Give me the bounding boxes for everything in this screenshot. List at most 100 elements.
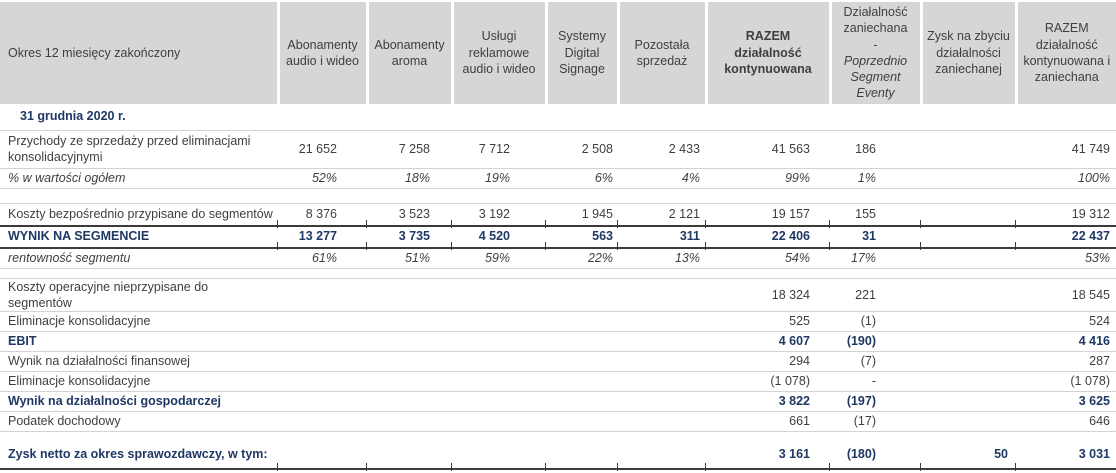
rule-tick — [1015, 220, 1016, 228]
rule-tick — [617, 463, 618, 471]
row-label — [0, 268, 278, 279]
value-cell: 100% — [1016, 168, 1116, 189]
value-cell: 221 — [830, 278, 921, 312]
value-cell — [546, 391, 618, 412]
column-header: RAZEM działalność kontynuowana — [704, 0, 830, 104]
row-label — [0, 188, 278, 204]
table-row — [0, 268, 1116, 279]
value-cell — [278, 103, 367, 131]
value-cell — [367, 391, 452, 412]
value-cell: 155 — [830, 203, 921, 227]
table-row: Zysk netto za okres sprawozdawczy, w tym… — [0, 440, 1116, 470]
rule-tick — [366, 463, 367, 471]
value-cell: (197) — [830, 391, 921, 412]
rule-tick — [451, 463, 452, 471]
value-cell — [706, 188, 830, 204]
value-cell: 646 — [1016, 411, 1116, 432]
rule-tick — [545, 463, 546, 471]
value-cell — [452, 331, 546, 352]
value-cell — [546, 331, 618, 352]
value-cell: 7 258 — [367, 130, 452, 169]
value-cell — [921, 268, 1016, 279]
value-cell — [546, 278, 618, 312]
value-cell — [1016, 268, 1116, 279]
value-cell: 186 — [830, 130, 921, 169]
rule-tick — [366, 242, 367, 250]
value-cell — [921, 188, 1016, 204]
value-cell: 17% — [830, 247, 921, 269]
value-cell — [618, 391, 706, 412]
value-cell — [367, 278, 452, 312]
rule-tick — [920, 463, 921, 471]
row-label: Przychody ze sprzedaży przed eliminacjam… — [0, 130, 278, 169]
table-row: EBIT 4 607 (190) 4 416 — [0, 331, 1116, 352]
value-cell — [452, 469, 546, 473]
table-row: rentowność segmentu 61% 51% 59% 22% 13% 54% 17%… — [0, 247, 1116, 269]
value-cell: 22 406 — [706, 225, 830, 249]
rule-tick — [1015, 463, 1016, 471]
value-cell: 2 433 — [618, 130, 706, 169]
value-cell — [367, 331, 452, 352]
table-row: Wynik na działalności gospodarczej 3 822(… — [0, 391, 1116, 412]
value-cell — [278, 391, 367, 412]
value-cell: (131) — [830, 469, 921, 473]
value-cell — [921, 432, 1016, 441]
value-cell — [546, 469, 618, 473]
column-header-label: Okres 12 miesięcy zakończony — [8, 45, 181, 60]
value-cell: 3 625 — [1016, 391, 1116, 412]
row-label: Koszty operacyjne nieprzypisane do segme… — [0, 278, 278, 312]
rule-tick — [829, 463, 830, 471]
value-cell: 4 607 — [706, 331, 830, 352]
value-cell: 52% — [278, 168, 367, 189]
value-cell: 3 192 — [452, 203, 546, 227]
rule-tick — [451, 220, 452, 228]
value-cell: 18% — [367, 168, 452, 189]
table-row: Koszty operacyjne nieprzypisane do segme… — [0, 278, 1116, 312]
row-label: Eliminacje konsolidacyjne — [0, 371, 278, 392]
value-cell: 3 161 — [706, 440, 830, 470]
value-cell — [452, 188, 546, 204]
value-cell — [278, 311, 367, 332]
row-label: Podatek dochodowy — [0, 411, 278, 432]
value-cell: 18 545 — [1016, 278, 1116, 312]
value-cell: 50 — [921, 440, 1016, 470]
value-cell — [546, 268, 618, 279]
rule-tick — [1015, 242, 1016, 250]
value-cell: 41 563 — [706, 130, 830, 169]
rule-tick — [829, 220, 830, 228]
value-cell — [921, 130, 1016, 169]
value-cell — [618, 268, 706, 279]
rule-tick — [545, 242, 546, 250]
value-cell: (7) — [830, 351, 921, 372]
value-cell: 59% — [452, 247, 546, 269]
value-cell: 19% — [452, 168, 546, 189]
value-cell — [546, 351, 618, 372]
column-header-label: Abonamenty audio i wideo — [286, 37, 359, 68]
row-label: Zysk netto za okres sprawozdawczy, w tym… — [0, 440, 278, 470]
row-label: Eliminacje konsolidacyjne — [0, 311, 278, 332]
value-cell — [830, 268, 921, 279]
value-cell — [921, 351, 1016, 372]
value-cell — [452, 351, 546, 372]
value-cell: 8 376 — [278, 203, 367, 227]
rule-tick — [829, 242, 830, 250]
value-cell — [367, 103, 452, 131]
value-cell — [367, 432, 452, 441]
value-cell — [278, 432, 367, 441]
value-cell — [921, 203, 1016, 227]
value-cell: 3 735 — [367, 225, 452, 249]
column-header: Pozostała sprzedaż — [616, 0, 706, 104]
value-cell: 563 — [546, 225, 618, 249]
value-cell: 3 101 — [1016, 469, 1116, 473]
value-cell — [367, 188, 452, 204]
value-cell: 3 822 — [706, 391, 830, 412]
table-row: Koszty bezpośrednio przypisane do segmen… — [0, 203, 1116, 227]
value-cell — [618, 103, 706, 131]
value-cell: 51% — [367, 247, 452, 269]
value-cell — [452, 432, 546, 441]
value-cell — [546, 188, 618, 204]
value-cell — [921, 371, 1016, 392]
value-cell: 4% — [618, 168, 706, 189]
value-cell — [452, 311, 546, 332]
